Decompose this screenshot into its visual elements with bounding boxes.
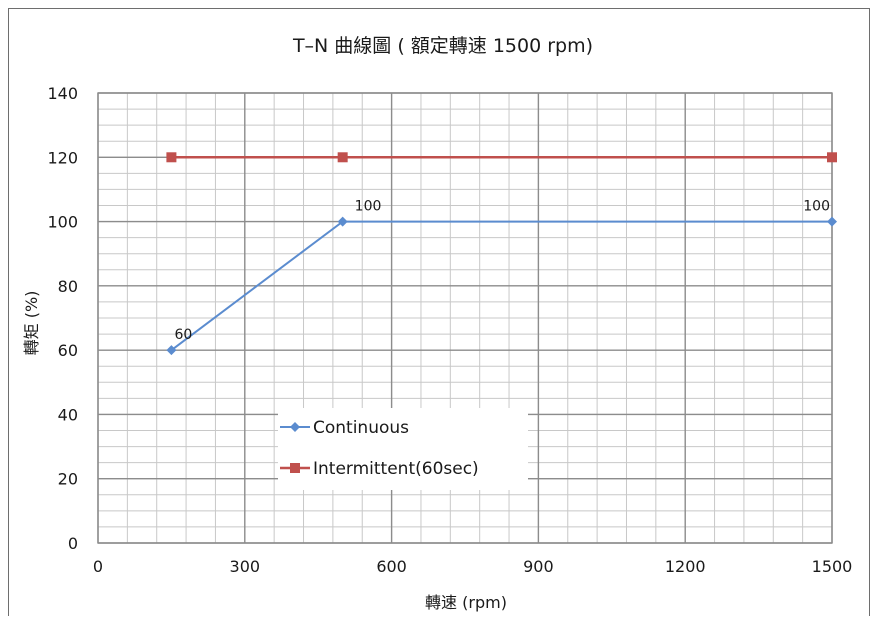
data-label: 100 (803, 199, 830, 215)
legend-background (278, 408, 528, 490)
x-axis-ticks: 0 300 600 900 1200 1500 (93, 557, 852, 576)
data-point (827, 216, 837, 227)
plot-area-border (97, 92, 833, 544)
series-1 (166, 152, 837, 163)
series-layer: 60 100 100 (166, 152, 837, 356)
data-point (166, 345, 177, 356)
legend: Continuous Intermittent(60sec) (278, 408, 528, 490)
x-axis-label: 轉速 (rpm) (425, 593, 507, 612)
legend-marker (290, 463, 300, 473)
grid (97, 92, 833, 544)
y-tick-label: 80 (58, 277, 78, 296)
y-axis-label: 轉矩 (%) (22, 291, 41, 356)
legend-label: Continuous (313, 418, 409, 438)
y-tick-label: 20 (58, 470, 78, 489)
series-0: 60 100 100 (166, 199, 837, 356)
x-tick-label: 0 (93, 557, 103, 576)
x-tick-label: 900 (523, 557, 554, 576)
y-tick-label: 40 (58, 405, 78, 424)
x-tick-label: 1500 (812, 557, 853, 576)
x-tick-label: 1200 (665, 557, 706, 576)
data-point (827, 152, 837, 163)
data-point (337, 216, 348, 227)
data-point (166, 152, 177, 163)
chart-frame (8, 8, 870, 616)
y-tick-label: 0 (68, 534, 78, 553)
data-point (337, 152, 348, 163)
y-tick-label: 120 (47, 148, 78, 167)
y-axis-ticks: 0 20 40 60 80 100 120 140 (47, 84, 78, 553)
y-tick-label: 140 (47, 84, 78, 103)
data-label: 100 (355, 199, 382, 215)
x-tick-label: 600 (376, 557, 407, 576)
x-tick-label: 300 (230, 557, 261, 576)
y-tick-label: 60 (58, 341, 78, 360)
data-label: 60 (174, 327, 192, 343)
chart-title: T–N 曲線圖 ( 額定轉速 1500 rpm) (292, 35, 593, 57)
legend-label: Intermittent(60sec) (313, 459, 479, 479)
legend-marker (290, 422, 300, 432)
y-tick-label: 100 (47, 213, 78, 232)
